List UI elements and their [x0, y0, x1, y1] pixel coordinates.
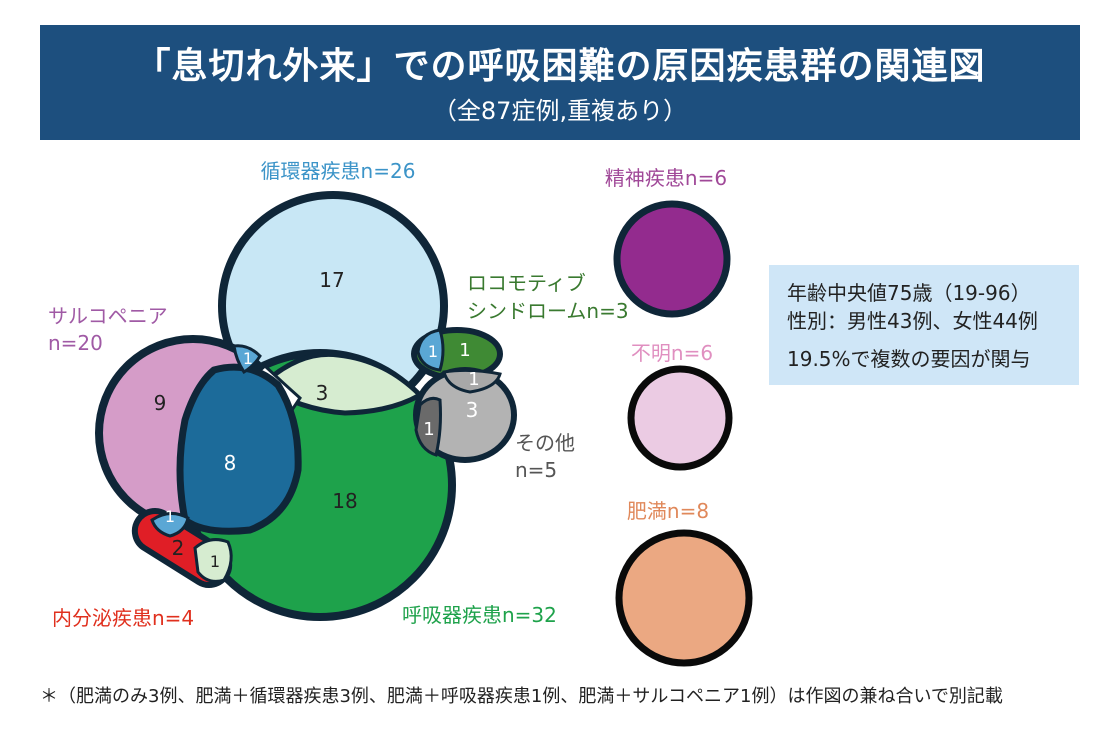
page-title: 「息切れ外来」での呼吸困難の原因疾患群の関連図: [134, 46, 986, 87]
count-cardio-locomotive: 1: [428, 342, 438, 361]
count-sarcopenia-only: 9: [154, 391, 167, 415]
count-cardio-only: 17: [319, 268, 344, 292]
count-labels: 17 1 3 9 8 18 1 2 1 1 1 1 3 1: [154, 268, 480, 571]
locomotive-other-region: [442, 368, 502, 394]
label-endocrine: 内分泌疾患n=4: [52, 606, 194, 630]
info-age: 年齢中央値75歳（19-96）: [787, 281, 1031, 305]
footnote: ＊（肥満のみ3例、肥満＋循環器疾患3例、肥満＋呼吸器疾患1例、肥満＋サルコペニア…: [40, 686, 1003, 707]
count-endocrine-only: 2: [172, 536, 185, 560]
label-cardio: 循環器疾患n=26: [261, 159, 416, 183]
circle-group: [95, 191, 753, 667]
label-obesity: 肥満n=8: [627, 499, 709, 523]
sarcopenia-endocrine-region: [150, 512, 190, 538]
count-sarcopenia-endocrine: 1: [165, 507, 175, 526]
group-labels: 循環器疾患n=26 サルコペニア n=20 ロコモティブ シンドロームn=3 そ…: [48, 159, 727, 630]
label-respiratory: 呼吸器疾患n=32: [402, 603, 557, 627]
psychiatric-circle: [613, 200, 731, 318]
count-cardio-respiratory: 3: [316, 381, 329, 405]
label-locomotive-line1: ロコモティブ: [467, 271, 586, 295]
info-multiple: 19.5%で複数の要因が関与: [787, 347, 1031, 371]
count-sarcopenia-respiratory: 8: [224, 451, 237, 475]
label-unknown: 不明n=6: [631, 341, 713, 365]
label-other-line1: その他: [515, 431, 575, 455]
count-cardio-sarcopenia: 1: [243, 349, 253, 368]
obesity-circle: [615, 529, 753, 667]
count-locomotive-other: 1: [468, 369, 479, 390]
cardio-locomotive-region: [416, 328, 445, 372]
summary-info-box: 年齢中央値75歳（19-96） 性別：男性43例、女性44例 19.5%で複数の…: [769, 265, 1079, 385]
cardio-sarcopenia-region: [232, 344, 262, 375]
label-sarcopenia-line1: サルコペニア: [48, 304, 168, 328]
page-subtitle: （全87症例,重複あり）: [432, 97, 688, 125]
count-other-only: 3: [466, 398, 479, 422]
count-respiratory-only: 18: [332, 489, 357, 513]
endocrine-respiratory-region: [193, 538, 233, 583]
count-endocrine-respiratory: 1: [210, 552, 220, 571]
other-respiratory-region: [414, 396, 442, 457]
count-other-respiratory: 1: [423, 419, 434, 440]
label-other-line2: n=5: [515, 458, 557, 482]
unknown-circle: [627, 365, 733, 471]
label-locomotive-line2: シンドロームn=3: [467, 299, 629, 323]
info-sex: 性別：男性43例、女性44例: [787, 309, 1038, 333]
title-banner: 「息切れ外来」での呼吸困難の原因疾患群の関連図 （全87症例,重複あり）: [40, 25, 1080, 140]
sarcopenia-respiratory-region: [176, 363, 302, 535]
count-locomotive-only: 1: [459, 340, 470, 361]
label-psychiatric: 精神疾患n=6: [605, 166, 727, 190]
label-sarcopenia-line2: n=20: [48, 331, 103, 355]
